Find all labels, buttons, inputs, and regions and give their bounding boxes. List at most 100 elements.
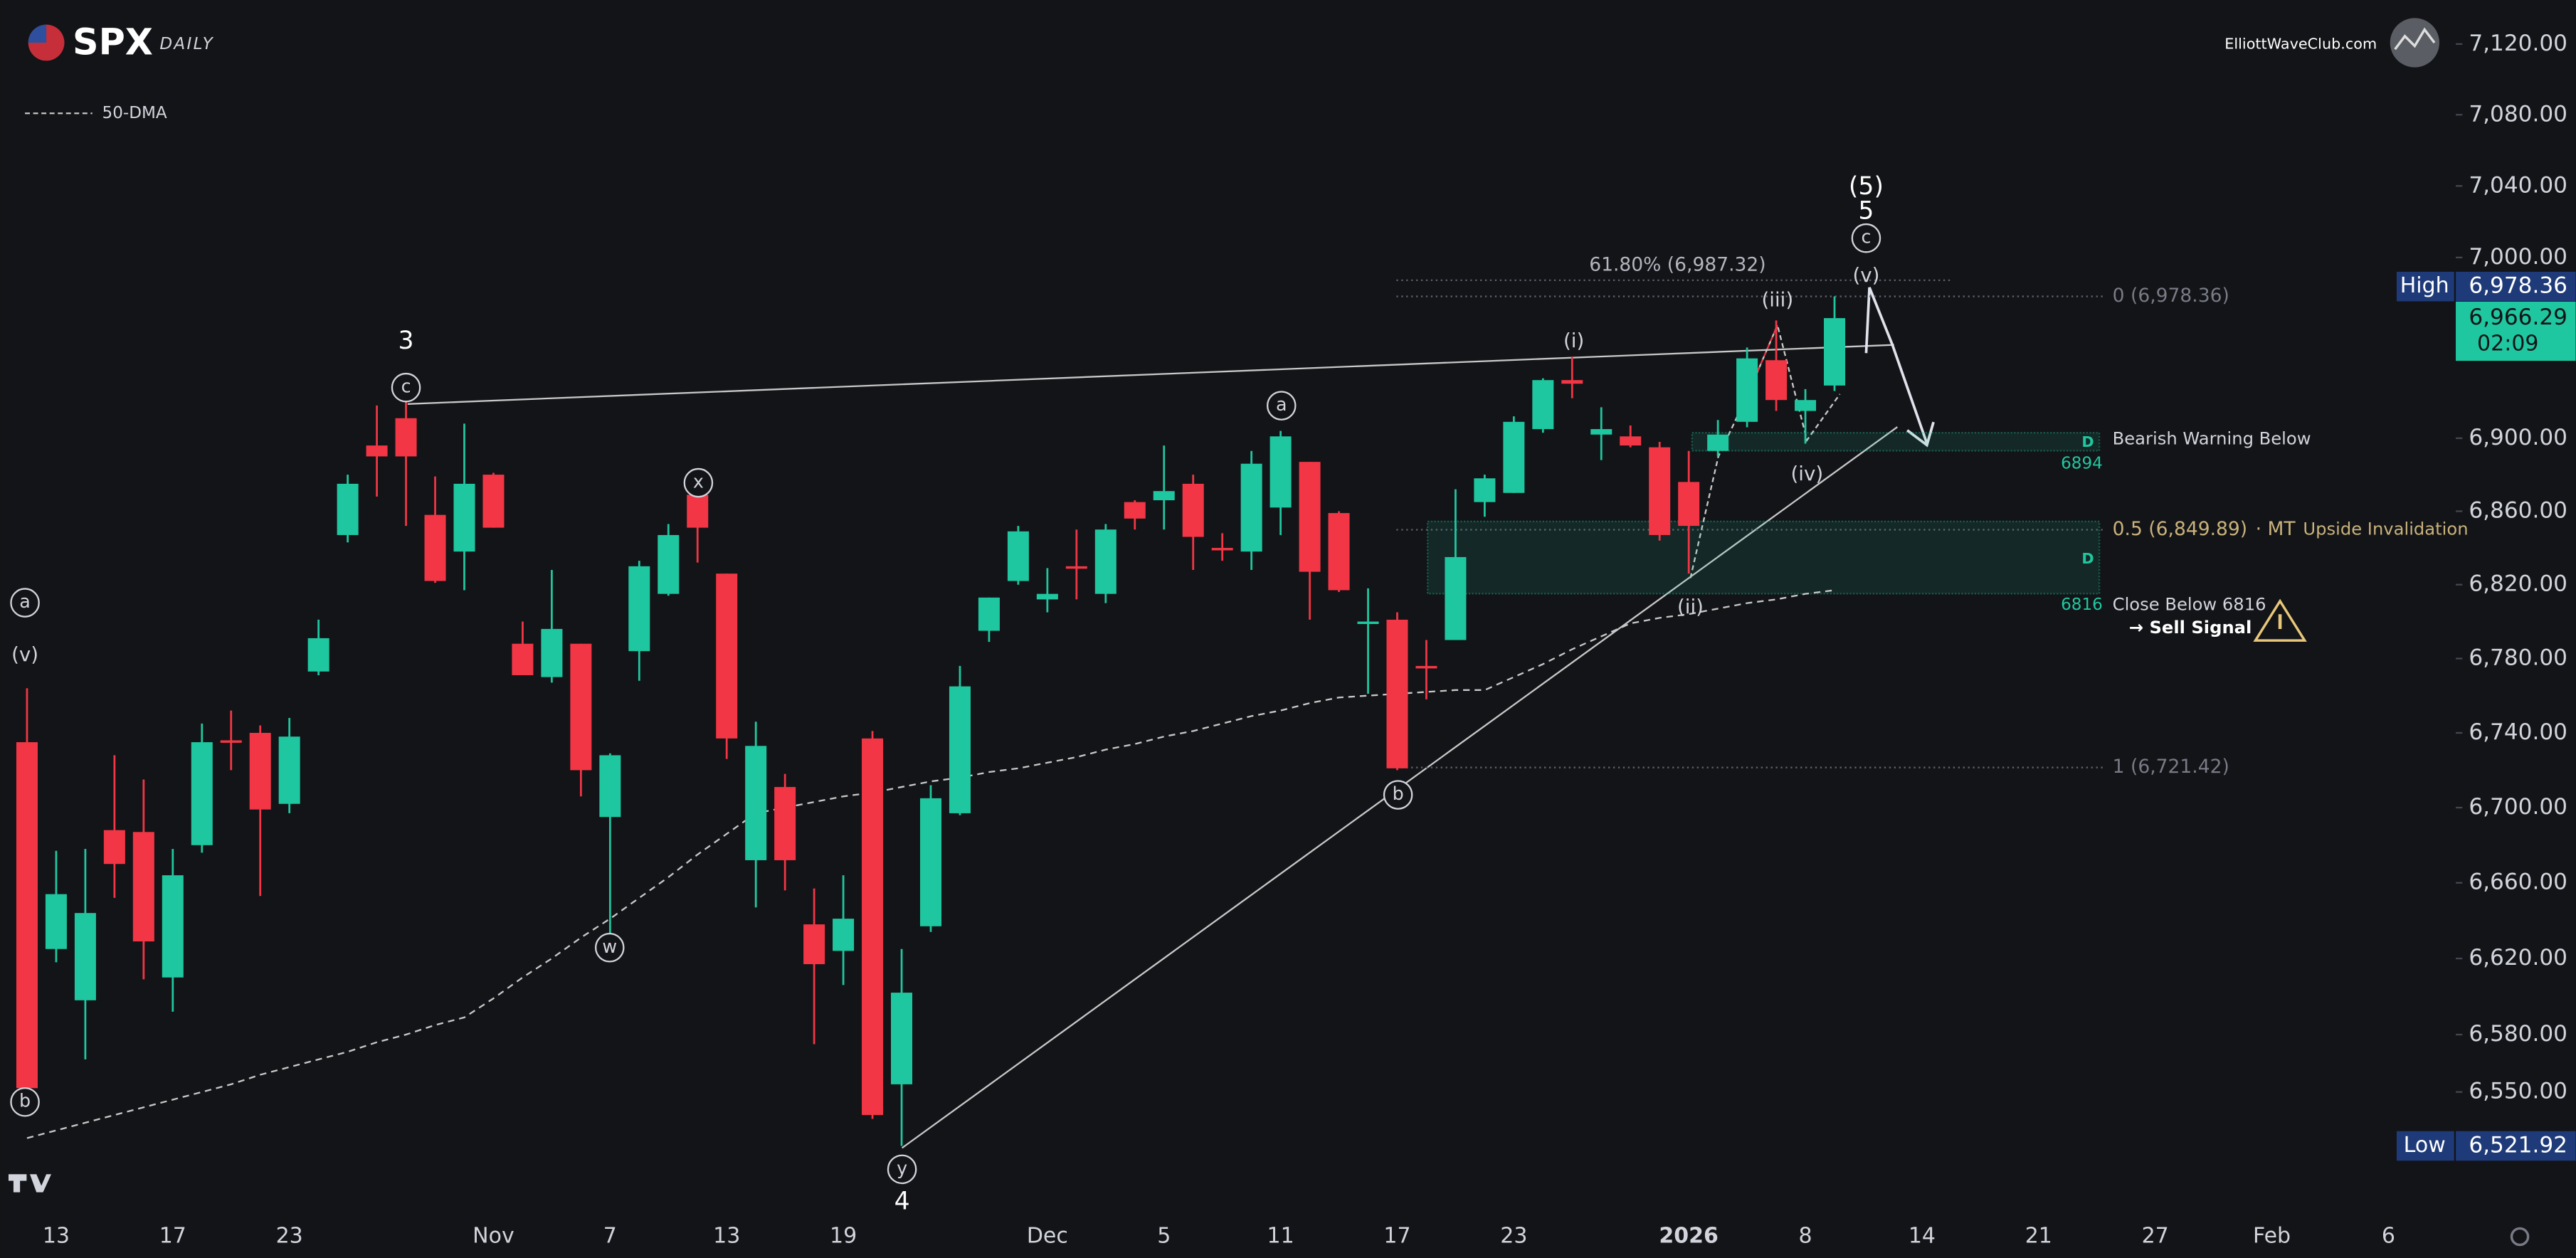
y-tick-label: 6,900.00 — [2469, 425, 2567, 450]
zone-code: D — [2081, 433, 2094, 450]
candle-body — [45, 894, 67, 949]
fib-label: 0 (6,978.36) — [2113, 285, 2229, 307]
x-tick-label: 23 — [1500, 1223, 1527, 1248]
fib-label: 61.80% (6,987.32) — [1589, 254, 1765, 276]
wave-circle — [1383, 780, 1413, 810]
wave-label: (iii) — [1761, 287, 1793, 311]
candle-body — [1211, 548, 1233, 551]
price-timer: 02:09 — [2477, 332, 2538, 356]
candle-body — [1124, 502, 1146, 519]
zone-text: Close Below 6816 — [2113, 595, 2266, 615]
candle-body — [1532, 380, 1554, 430]
candle-body — [862, 738, 884, 1116]
candle-body — [978, 597, 1000, 631]
zone-value: 6894 — [2061, 454, 2103, 472]
x-tick-label: 8 — [1799, 1223, 1812, 1248]
x-tick-label: 2026 — [1659, 1223, 1718, 1248]
candle-body — [541, 628, 563, 677]
candle-body — [1824, 318, 1846, 386]
candle-body — [1357, 621, 1379, 624]
x-tick-label: 21 — [2025, 1223, 2052, 1248]
candle-body — [1795, 400, 1817, 411]
logo — [8, 1174, 52, 1193]
candle-body — [658, 534, 680, 594]
legend-label: 50-DMA — [102, 104, 167, 122]
candle-body — [1153, 491, 1175, 501]
warning-icon — [2253, 598, 2307, 642]
price-name-box — [2396, 271, 2454, 302]
candle-body — [482, 475, 505, 528]
candle-body — [191, 742, 213, 845]
candle-body — [1415, 665, 1437, 669]
candle-body — [220, 740, 242, 743]
candle-body — [424, 514, 446, 581]
candle-body — [1065, 566, 1087, 569]
candle-body — [687, 495, 709, 528]
price-value: 6,521.92 — [2469, 1133, 2567, 1158]
zone-signal: → Sell Signal — [2129, 618, 2252, 638]
wave-label: a — [19, 591, 31, 612]
wave-label: (v) — [11, 643, 38, 666]
wave-label: c — [401, 376, 411, 397]
wave-circle — [683, 467, 714, 498]
candle-body — [1707, 434, 1729, 451]
zone — [1427, 520, 2101, 595]
y-tick-label: 7,040.00 — [2469, 172, 2567, 198]
y-axis-area — [2456, 0, 2576, 1215]
wave-label: (i) — [1563, 329, 1584, 352]
y-tick-label: 6,740.00 — [2469, 719, 2567, 745]
price-name: Low — [2404, 1133, 2446, 1158]
candle-body — [337, 483, 359, 535]
wave-circle — [10, 588, 40, 618]
x-tick-label: 17 — [1383, 1223, 1410, 1248]
wave-label: (5) — [1849, 172, 1884, 201]
price-value: 6,966.29 — [2469, 305, 2567, 330]
wave-label: b — [19, 1090, 31, 1111]
candle-body — [1299, 462, 1321, 572]
fib-label: 0.5 (6,849.89) — [2113, 518, 2247, 540]
candle-body — [16, 742, 38, 1089]
wave-label: 4 — [894, 1188, 910, 1216]
y-tick-label: 6,620.00 — [2469, 945, 2567, 971]
candle-body — [803, 924, 825, 965]
flag-icon-canton — [28, 24, 47, 43]
y-tick-label: 6,660.00 — [2469, 870, 2567, 895]
candle-body — [162, 875, 184, 978]
price-box — [2456, 271, 2576, 302]
trendline — [407, 344, 1894, 405]
wave-label: (iv) — [1791, 462, 1824, 485]
candle-body — [278, 736, 300, 804]
wave-circle — [1851, 223, 1881, 253]
wave-label: a — [1276, 393, 1287, 415]
y-tick-label: 7,000.00 — [2469, 244, 2567, 270]
wave-label: b — [1393, 783, 1404, 804]
wave-circle — [391, 372, 421, 403]
x-tick-label: 27 — [2142, 1223, 2169, 1248]
price-name-box — [2396, 1131, 2454, 1161]
arrow-head — [1906, 421, 1935, 448]
x-tick-label: 14 — [1909, 1223, 1936, 1248]
candle-body — [1445, 556, 1467, 640]
source: ElliottWaveClub.com — [2224, 35, 2377, 52]
x-tick-label: 23 — [276, 1223, 303, 1248]
wave-label: 3 — [398, 327, 414, 355]
x-tick-label: 19 — [830, 1223, 857, 1248]
candle-body — [745, 746, 767, 860]
fib-tag: Upside Invalidation — [2303, 519, 2468, 539]
candle-body — [1328, 513, 1350, 591]
candle-body — [1678, 482, 1700, 527]
wave-circle — [10, 1087, 40, 1117]
wave-label: (ii) — [1677, 595, 1704, 618]
settings-icon[interactable] — [2510, 1227, 2530, 1247]
candle-body — [833, 919, 855, 951]
wave-label: (v) — [1852, 263, 1879, 287]
x-tick-label: Dec — [1027, 1223, 1068, 1248]
avatar — [2390, 18, 2439, 68]
zone-code: D — [2081, 550, 2094, 567]
price-name: High — [2400, 273, 2449, 298]
candle-body — [1240, 463, 1262, 552]
y-tick-label: 7,120.00 — [2469, 31, 2567, 56]
candle-body — [599, 755, 621, 818]
